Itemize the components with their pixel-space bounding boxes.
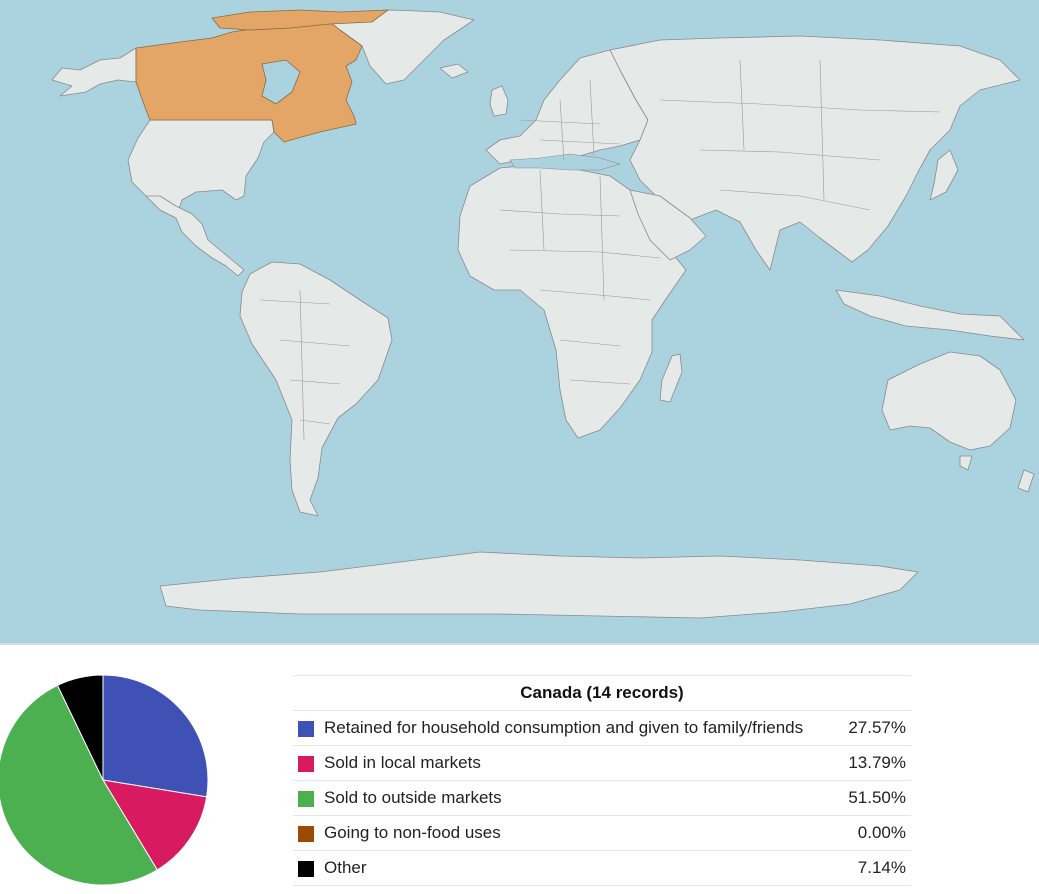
legend-row: Retained for household consumption and g… — [293, 710, 911, 746]
land-arabia — [629, 189, 707, 261]
legend-percent: 7.14% — [843, 850, 911, 886]
land-australia[interactable] — [881, 351, 1017, 451]
legend-swatch — [298, 825, 314, 842]
borders-south-america — [259, 289, 351, 441]
legend-percent: 27.57% — [843, 710, 911, 746]
borders-europe — [519, 79, 621, 161]
borders-asia — [659, 59, 941, 211]
legend-swatch — [298, 720, 314, 737]
land-japan — [929, 149, 959, 201]
pie-chart — [0, 674, 209, 886]
pie-slice-0[interactable] — [102, 674, 209, 798]
land-mexico[interactable] — [145, 195, 245, 277]
legend-row: Sold to outside markets 51.50% — [293, 780, 911, 816]
legend-label: Retained for household consumption and g… — [324, 710, 844, 746]
land-madagascar — [659, 353, 683, 403]
legend-percent: 0.00% — [843, 815, 911, 851]
legend-label: Sold in local markets — [324, 745, 844, 781]
legend-label: Sold to outside markets — [324, 780, 844, 816]
land-alaska — [51, 47, 137, 97]
summary-title: Canada (14 records) — [293, 675, 911, 711]
summary-header-row: Canada (14 records) — [293, 675, 911, 711]
legend-swatch — [298, 860, 314, 877]
land-antarctica — [159, 551, 919, 619]
land-asia[interactable] — [609, 35, 1021, 271]
legend-row: Going to non-food uses 0.00% — [293, 815, 911, 851]
borders-africa — [499, 169, 661, 385]
hudson-bay — [261, 59, 301, 105]
map-divider — [0, 643, 1039, 645]
world-map[interactable] — [0, 0, 1039, 643]
legend-swatch — [298, 755, 314, 772]
land-south-america[interactable] — [239, 261, 393, 517]
land-usa[interactable] — [127, 119, 275, 219]
legend-percent: 51.50% — [843, 780, 911, 816]
land-iceland — [439, 63, 469, 79]
mediterranean-sea — [509, 153, 622, 171]
land-new-zealand — [1017, 469, 1035, 493]
world-map-svg — [51, 9, 1035, 619]
legend-label: Other — [324, 850, 844, 886]
land-uk — [489, 85, 509, 117]
legend-row: Other 7.14% — [293, 850, 911, 886]
land-indonesia — [835, 289, 1025, 341]
pie-slice-2[interactable] — [0, 684, 158, 886]
legend-label: Going to non-food uses — [324, 815, 844, 851]
summary-table: Canada (14 records) Retained for househo… — [293, 675, 911, 886]
legend-row: Sold in local markets 13.79% — [293, 745, 911, 781]
land-canada-arctic-islands — [211, 9, 389, 31]
legend-swatch — [298, 790, 314, 807]
pie-slice-4[interactable] — [56, 674, 104, 781]
legend-percent: 13.79% — [843, 745, 911, 781]
land-tasmania — [959, 455, 973, 471]
land-africa[interactable] — [457, 163, 687, 439]
pie-slice-1[interactable] — [102, 779, 208, 871]
